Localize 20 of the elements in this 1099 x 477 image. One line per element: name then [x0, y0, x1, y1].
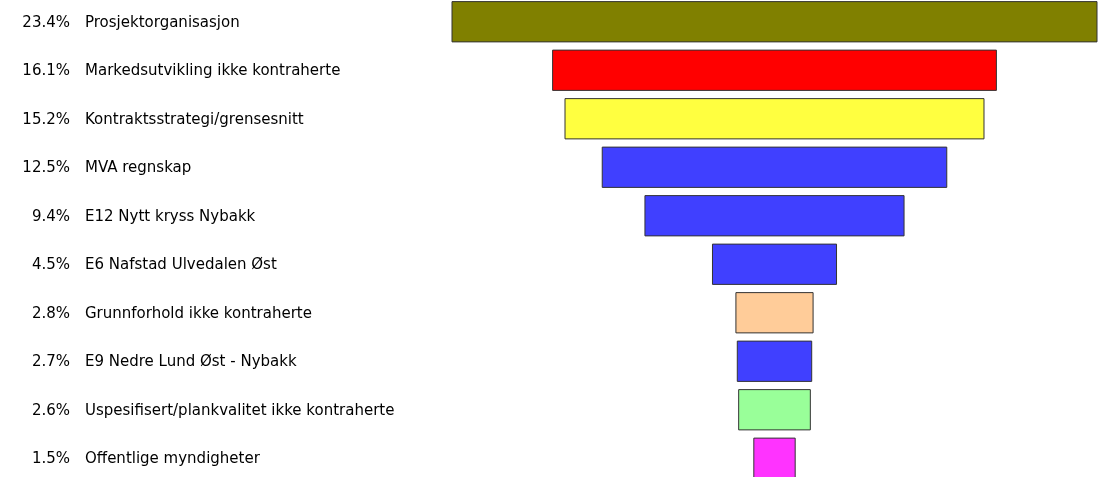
data-label: 15.2% [22, 109, 70, 128]
category-label: E6 Nafstad Ulvedalen Øst [85, 255, 277, 274]
category-label: Kontraktsstrategi/grensesnitt [85, 109, 304, 128]
category-label: Prosjektorganisasjon [85, 12, 240, 31]
category-label: Markedsutvikling ikke kontraherte [85, 61, 341, 80]
data-label: 1.5% [31, 449, 70, 468]
data-label: 16.1% [22, 61, 70, 80]
data-label: 12.5% [22, 158, 70, 177]
data-label: 2.8% [31, 303, 70, 322]
category-label: E12 Nytt kryss Nybakk [85, 206, 256, 225]
category-label: MVA regnskap [85, 158, 192, 177]
category-label: Uspesifisert/plankvalitet ikke kontraherte [85, 400, 395, 419]
category-label: Grunnforhold ikke kontraherte [85, 303, 312, 322]
category-label: E9 Nedre Lund Øst - Nybakk [85, 352, 297, 371]
data-label: 23.4% [22, 12, 70, 31]
data-label: 9.4% [31, 206, 70, 225]
category-label: Offentlige myndigheter [85, 449, 261, 468]
data-label: 2.6% [31, 400, 70, 419]
data-label: 2.7% [31, 352, 70, 371]
data-label: 4.5% [31, 255, 70, 274]
